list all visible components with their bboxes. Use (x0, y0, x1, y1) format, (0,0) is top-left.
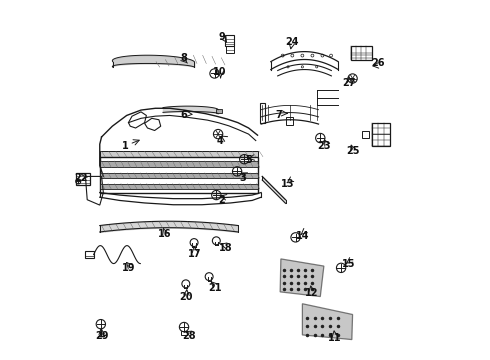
Bar (225, 36, 234, 46)
Text: 15: 15 (342, 259, 356, 269)
Text: 7: 7 (276, 111, 282, 121)
Bar (100, 173, 258, 178)
Bar (372, 123, 390, 146)
Text: 9: 9 (219, 32, 225, 41)
Bar (362, 131, 369, 138)
Text: 27: 27 (342, 78, 356, 88)
Bar (76, 173, 90, 185)
Text: 11: 11 (328, 333, 342, 343)
Text: 6: 6 (181, 111, 187, 121)
Text: 29: 29 (95, 331, 108, 341)
Polygon shape (302, 304, 353, 339)
Polygon shape (100, 151, 258, 157)
Text: 22: 22 (74, 173, 88, 183)
Bar (351, 46, 371, 60)
Text: 4: 4 (217, 136, 223, 145)
Polygon shape (280, 259, 324, 297)
Text: 21: 21 (208, 283, 221, 293)
Text: 25: 25 (346, 146, 359, 156)
Text: 1: 1 (122, 141, 128, 151)
Text: 18: 18 (219, 243, 232, 253)
Bar (85, 251, 94, 258)
Bar (216, 109, 222, 113)
Bar (181, 330, 187, 335)
Text: 3: 3 (240, 173, 246, 183)
Text: 16: 16 (158, 229, 171, 239)
Text: 23: 23 (317, 141, 331, 151)
Text: 8: 8 (181, 53, 188, 63)
Text: 12: 12 (305, 288, 318, 298)
Text: 20: 20 (179, 292, 193, 302)
Text: 10: 10 (213, 67, 227, 77)
Bar (226, 46, 234, 53)
Text: 5: 5 (245, 155, 252, 165)
Text: 13: 13 (281, 179, 295, 189)
Bar (100, 184, 258, 189)
Text: 17: 17 (188, 248, 201, 258)
Text: 2: 2 (219, 195, 225, 205)
Bar (100, 161, 258, 167)
Bar (260, 103, 265, 123)
Text: 19: 19 (122, 263, 135, 273)
Text: 26: 26 (371, 58, 385, 68)
Text: 28: 28 (183, 331, 196, 341)
Text: 14: 14 (295, 231, 309, 240)
Text: 24: 24 (285, 37, 298, 47)
Bar (286, 117, 294, 126)
